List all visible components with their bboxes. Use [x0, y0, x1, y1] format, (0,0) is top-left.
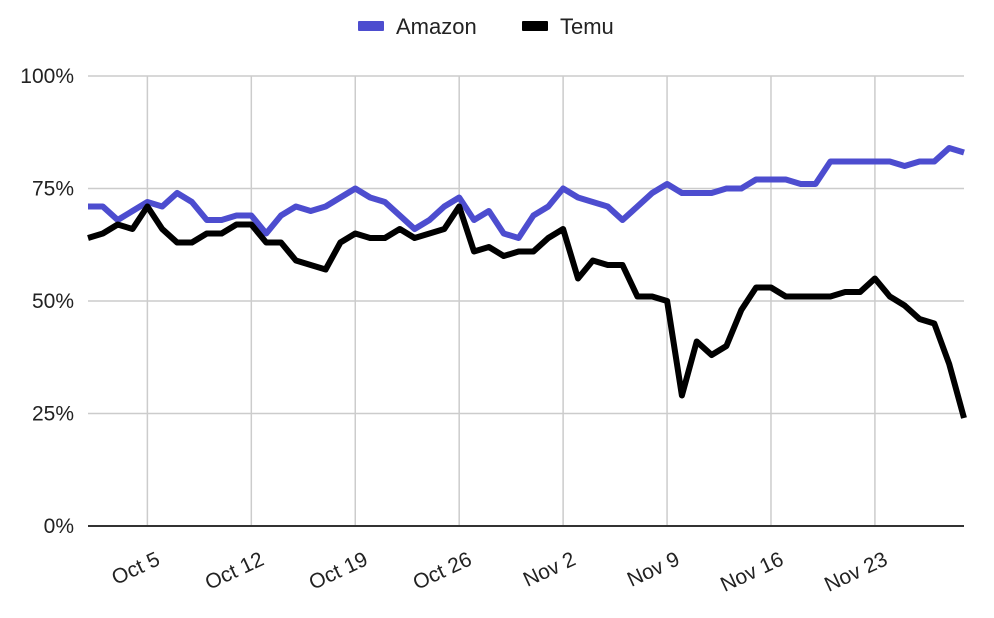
y-axis-tick-labels: 0% 25% 50% 75% 100%	[20, 65, 74, 538]
x-tick-label: Oct 26	[410, 548, 476, 595]
y-tick-label: 50%	[32, 290, 74, 313]
x-axis-tick-labels: Oct 5 Oct 12 Oct 19 Oct 26 Nov 2 Nov 9 Nov 16 N…	[108, 548, 891, 597]
series-line-temu	[87, 203, 967, 419]
series-lines	[87, 145, 967, 419]
x-tick-label: Nov 2	[520, 548, 579, 592]
x-tick-label: Nov 9	[624, 548, 683, 592]
y-tick-label: 100%	[20, 65, 74, 88]
x-tick-label: Oct 5	[108, 548, 163, 590]
y-tick-label: 0%	[44, 515, 74, 538]
legend-label-temu: Temu	[560, 14, 614, 39]
legend-swatch-amazon	[358, 21, 384, 31]
x-tick-label: Oct 12	[202, 548, 268, 595]
y-tick-label: 75%	[32, 178, 74, 201]
y-tick-label: 25%	[32, 403, 74, 426]
legend-swatch-temu	[522, 21, 548, 31]
x-tick-label: Oct 19	[306, 548, 372, 595]
gridlines	[88, 75, 964, 527]
series-line-amazon	[88, 145, 965, 241]
x-tick-label: Nov 16	[717, 548, 787, 597]
x-tick-label: Nov 23	[821, 548, 891, 597]
legend-label-amazon: Amazon	[396, 14, 477, 39]
legend: Amazon Temu	[358, 14, 614, 39]
